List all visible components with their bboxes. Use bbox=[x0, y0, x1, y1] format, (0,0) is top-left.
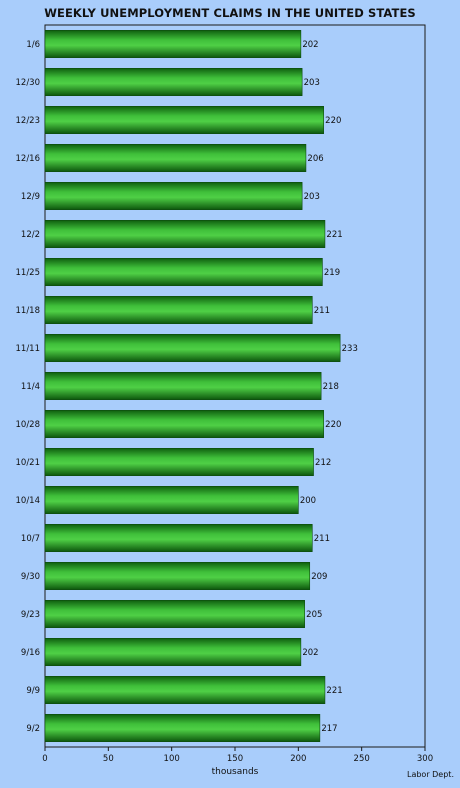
bar bbox=[44, 144, 307, 172]
bar-value-label: 203 bbox=[304, 192, 320, 202]
bar bbox=[44, 410, 324, 438]
bar bbox=[44, 334, 341, 362]
category-label: 11/4 bbox=[21, 382, 40, 392]
x-tick-label: 0 bbox=[42, 754, 47, 764]
bar bbox=[44, 486, 299, 514]
bar-value-label: 205 bbox=[306, 610, 322, 620]
category-label: 10/7 bbox=[21, 534, 40, 544]
category-label: 12/23 bbox=[16, 116, 41, 126]
x-tick-label: 250 bbox=[354, 754, 370, 764]
category-label: 9/2 bbox=[26, 724, 40, 734]
bar-value-label: 219 bbox=[324, 268, 340, 278]
bar-value-label: 211 bbox=[314, 534, 330, 544]
bar bbox=[44, 638, 302, 666]
bar bbox=[44, 30, 302, 58]
bar bbox=[44, 448, 314, 476]
category-label: 12/16 bbox=[16, 154, 41, 164]
category-label: 10/28 bbox=[16, 420, 41, 430]
bar-value-label: 221 bbox=[326, 686, 342, 696]
x-tick-label: 200 bbox=[290, 754, 306, 764]
bar-value-label: 202 bbox=[302, 648, 318, 658]
bar bbox=[44, 600, 305, 628]
bar bbox=[44, 676, 326, 704]
category-label: 10/14 bbox=[16, 496, 41, 506]
category-label: 11/11 bbox=[16, 344, 41, 354]
bar bbox=[44, 372, 322, 400]
bar-value-label: 233 bbox=[342, 344, 358, 354]
bar bbox=[44, 562, 311, 590]
bar-value-label: 211 bbox=[314, 306, 330, 316]
bar bbox=[44, 106, 324, 134]
bar-value-label: 200 bbox=[300, 496, 316, 506]
bar-value-label: 202 bbox=[302, 40, 318, 50]
bar bbox=[44, 68, 303, 96]
bar bbox=[44, 220, 326, 248]
category-label: 9/16 bbox=[21, 648, 40, 658]
bar bbox=[44, 182, 303, 210]
x-tick-label: 150 bbox=[227, 754, 243, 764]
x-tick-label: 300 bbox=[417, 754, 433, 764]
category-label: 12/2 bbox=[21, 230, 40, 240]
bar-value-label: 206 bbox=[307, 154, 323, 164]
source-note: Labor Dept. bbox=[406, 770, 454, 779]
bar-value-label: 212 bbox=[315, 458, 331, 468]
bar-value-label: 220 bbox=[325, 116, 341, 126]
bar-value-label: 209 bbox=[311, 572, 327, 582]
bar-value-label: 221 bbox=[326, 230, 342, 240]
bar bbox=[44, 296, 313, 324]
category-label: 9/23 bbox=[21, 610, 40, 620]
x-axis-title: thousands bbox=[211, 767, 259, 777]
bar-value-label: 220 bbox=[325, 420, 341, 430]
bar bbox=[44, 258, 323, 286]
chart-title: WEEKLY UNEMPLOYMENT CLAIMS IN THE UNITED… bbox=[44, 6, 416, 20]
category-label: 11/25 bbox=[16, 268, 41, 278]
category-label: 9/30 bbox=[21, 572, 40, 582]
bar-value-label: 203 bbox=[304, 78, 320, 88]
category-label: 12/9 bbox=[21, 192, 40, 202]
bar-value-label: 217 bbox=[321, 724, 337, 734]
category-label: 11/18 bbox=[16, 306, 41, 316]
bar bbox=[44, 714, 321, 742]
category-label: 10/21 bbox=[16, 458, 41, 468]
category-label: 12/30 bbox=[16, 78, 41, 88]
category-label: 9/9 bbox=[26, 686, 40, 696]
bar-value-label: 218 bbox=[323, 382, 339, 392]
category-label: 1/6 bbox=[26, 40, 40, 50]
x-tick-label: 100 bbox=[164, 754, 180, 764]
x-tick-label: 50 bbox=[103, 754, 114, 764]
bar bbox=[44, 524, 313, 552]
